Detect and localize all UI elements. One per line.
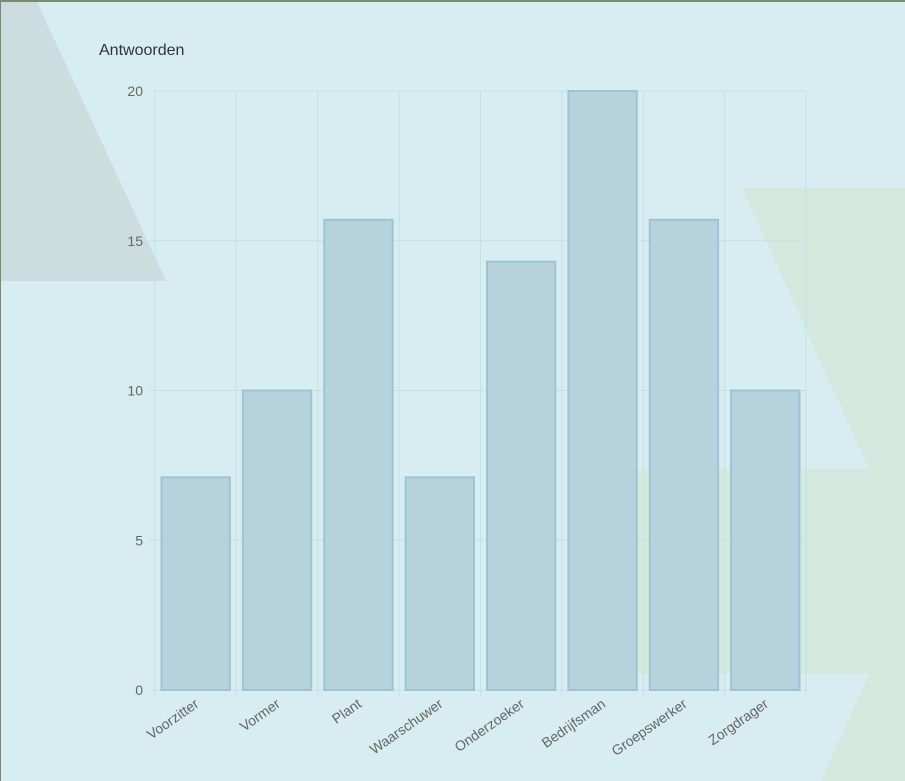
chart-title: Antwoorden xyxy=(99,42,185,59)
bar-plant xyxy=(323,218,394,691)
x-tick-label: Groepswerker xyxy=(608,695,689,759)
bars xyxy=(160,90,801,692)
bar-waarschuwer xyxy=(404,476,475,692)
y-tick-label: 15 xyxy=(127,233,143,249)
x-tick-label: Waarschuwer xyxy=(367,695,446,757)
bar-groepswerker xyxy=(648,218,720,691)
x-tick-label: Vormer xyxy=(237,695,283,734)
x-tick-label: Bedrijfsman xyxy=(539,695,609,751)
bar-bedrijfsman xyxy=(567,90,638,691)
x-tick-label: Voorzitter xyxy=(144,695,202,742)
y-axis-tick-labels: 0 5 10 15 20 xyxy=(127,83,143,698)
bar-vormer xyxy=(241,389,313,691)
y-tick-label: 0 xyxy=(135,682,143,698)
y-tick-label: 20 xyxy=(127,83,143,99)
x-tick-label: Zorgdrager xyxy=(705,695,771,748)
bar-voorzitter xyxy=(160,476,231,692)
bar-zorgdrager xyxy=(730,389,801,691)
y-tick-label: 5 xyxy=(135,532,143,548)
x-tick-label: Plant xyxy=(329,695,364,726)
x-axis-tick-labels: Voorzitter Vormer Plant Waarschuwer Onderzoe… xyxy=(144,695,772,759)
bar-onderzoeker xyxy=(486,260,557,691)
x-tick-label: Onderzoeker xyxy=(451,695,527,755)
grey-triangle-shape xyxy=(1,2,166,281)
y-tick-label: 10 xyxy=(127,383,143,399)
